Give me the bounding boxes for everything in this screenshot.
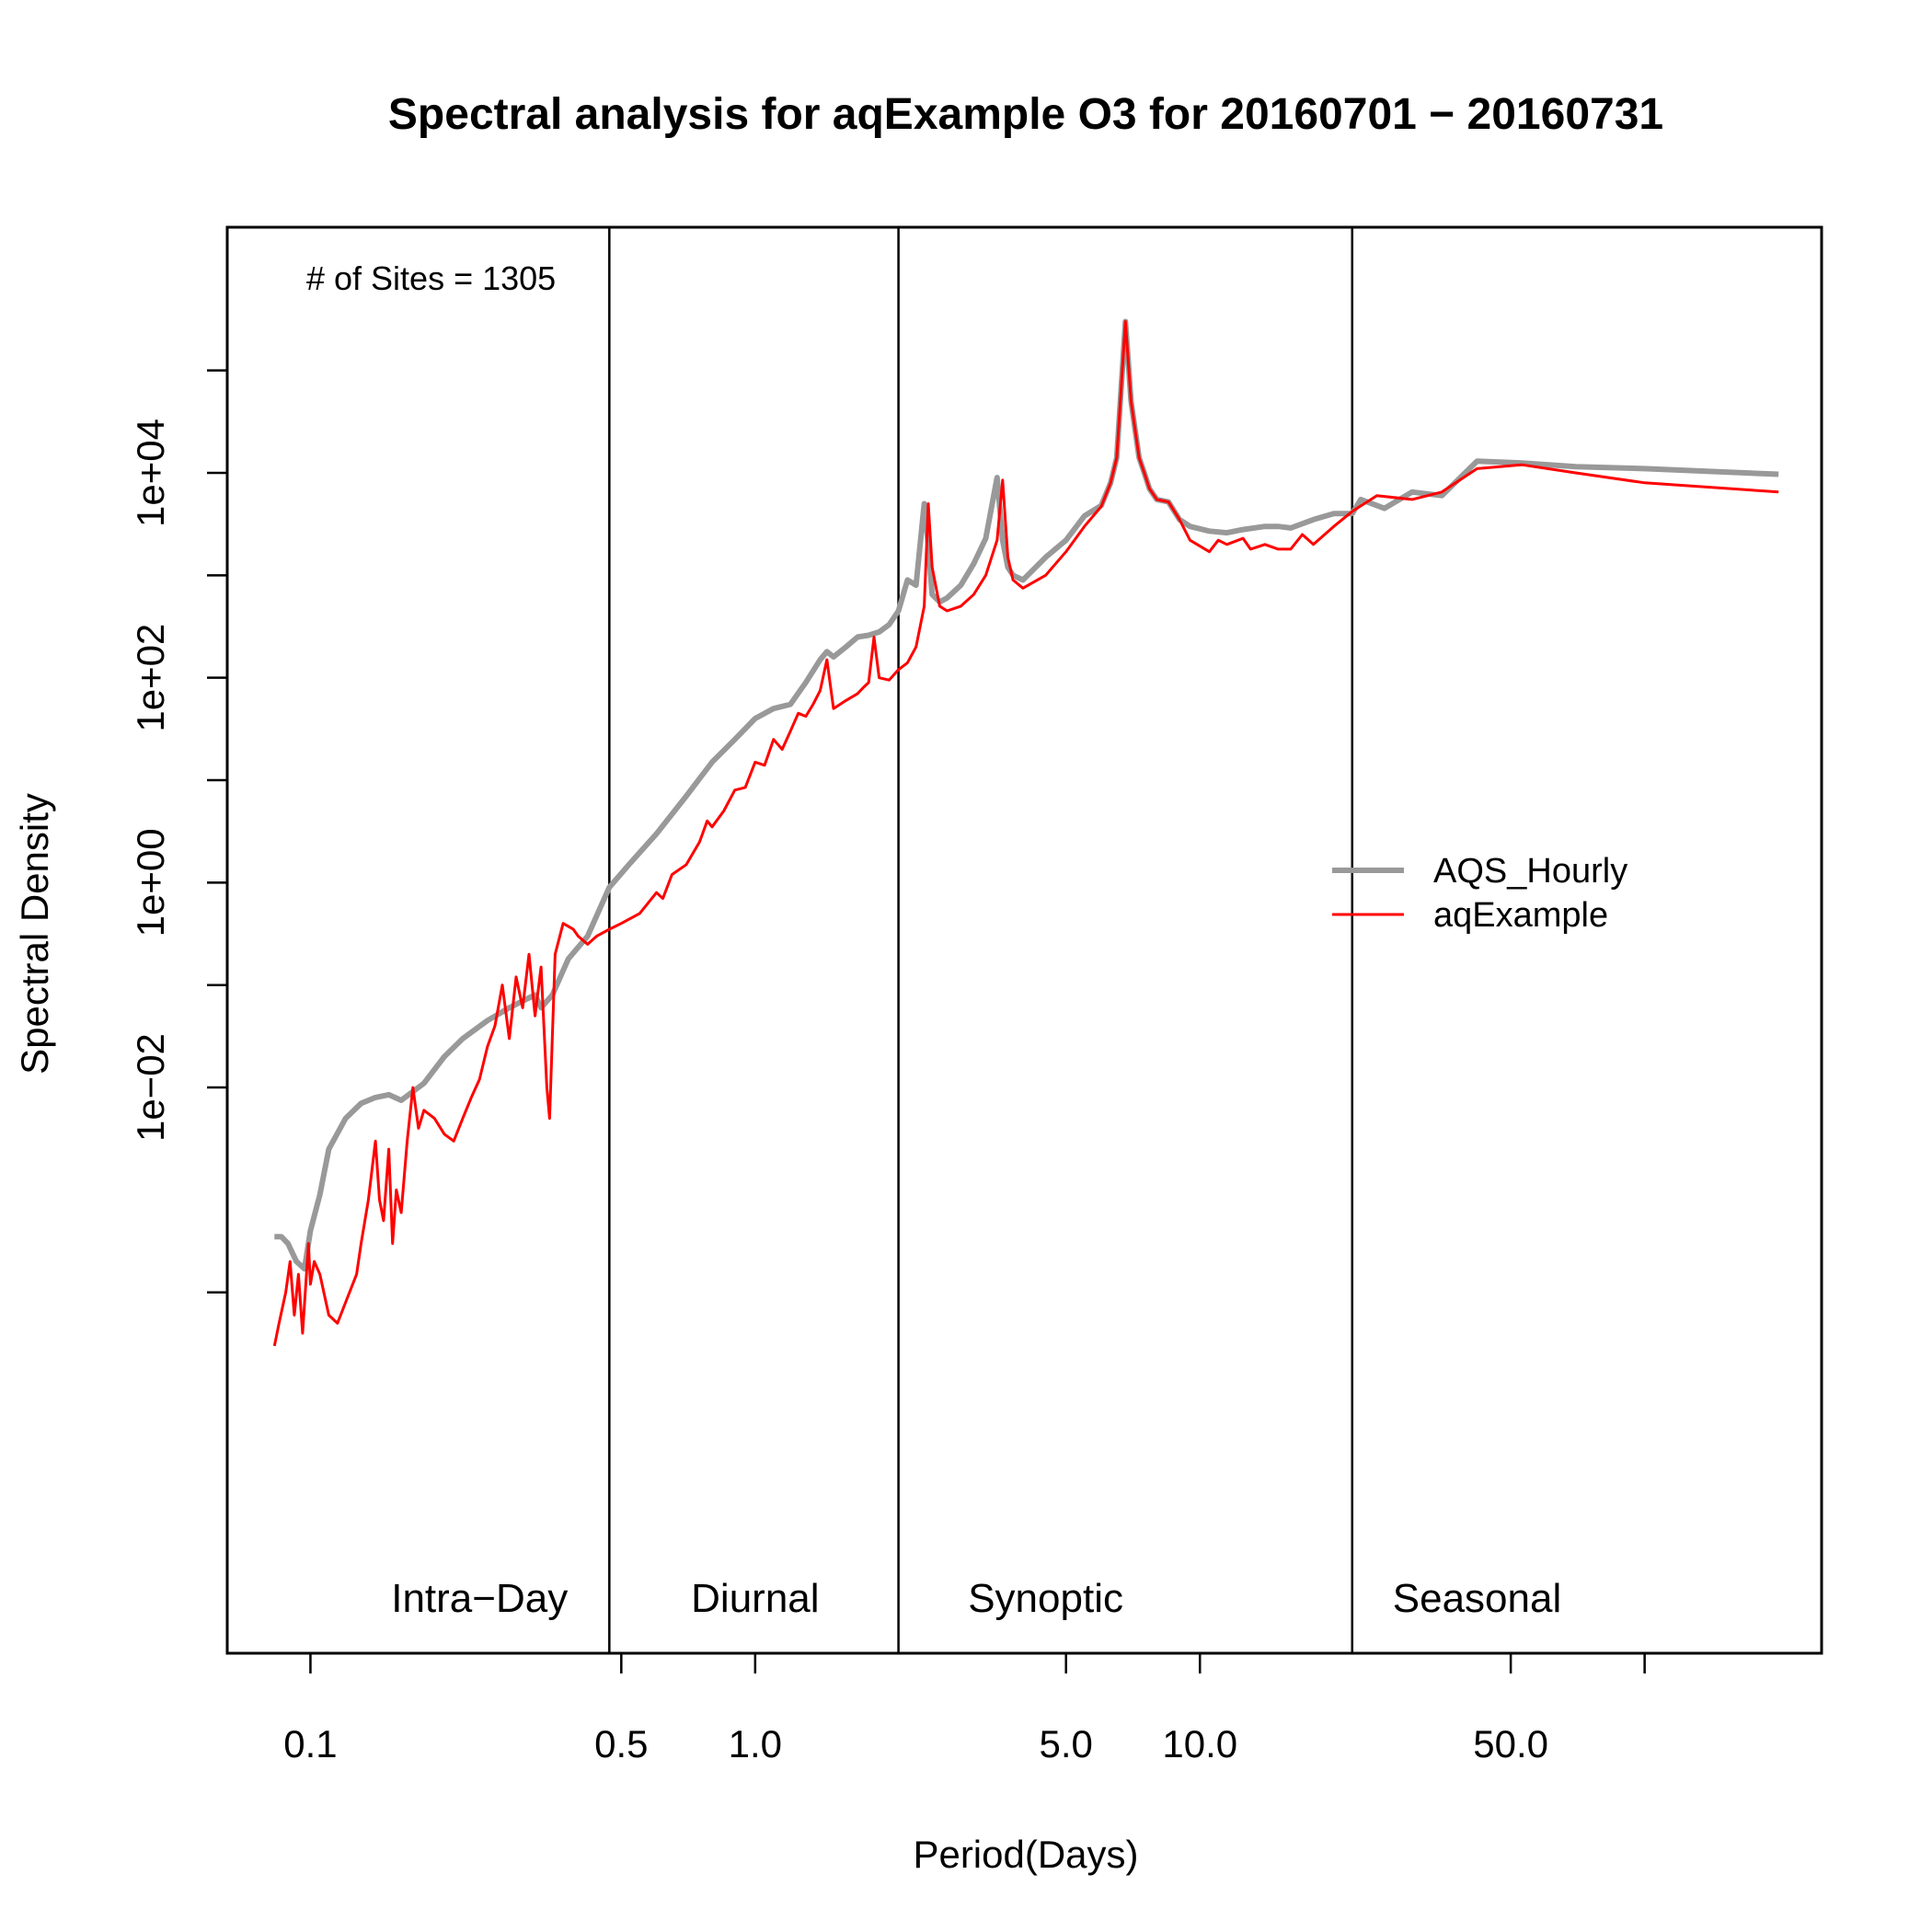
y-tick-label-8: 1e+04 (129, 419, 172, 527)
series-line-aqs-hourly (274, 318, 1779, 1272)
region-label-3: Synoptic (968, 1576, 1123, 1621)
legend-label-aqs-hourly: AQS_Hourly (1433, 852, 1627, 891)
y-tick-label-4: 1e+00 (129, 828, 172, 937)
region-label-1: Intra−Day (391, 1576, 568, 1621)
sites-count-annotation: # of Sites = 1305 (306, 259, 556, 297)
x-tick-label-4: 5.0 (1040, 1722, 1093, 1765)
legend-label-aqexample: aqExample (1433, 896, 1608, 935)
chart-title: Spectral analysis for aqExample O3 for 2… (388, 90, 1663, 139)
legend: AQS_Hourly aqExample (1332, 852, 1627, 935)
x-tick-label-6: 50.0 (1473, 1722, 1548, 1765)
x-tick-label-1: 0.1 (283, 1722, 337, 1765)
region-label-2: Diurnal (691, 1576, 819, 1621)
series-line-aqexample (272, 320, 1779, 1347)
plot-area: Intra−Day Diurnal Synoptic Seasonal 0.1 0.5 1.… (129, 227, 1779, 1765)
x-tick-label-3: 1.0 (729, 1722, 782, 1765)
y-axis-title: Spectral Density (13, 793, 56, 1075)
plot-frame (225, 225, 1823, 1655)
region-label-4: Seasonal (1393, 1576, 1561, 1621)
x-axis-title: Period(Days) (913, 1833, 1138, 1876)
x-tick-label-5: 10.0 (1162, 1722, 1237, 1765)
y-tick-label-6: 1e+02 (129, 624, 172, 732)
y-tick-label-2: 1e−02 (129, 1033, 172, 1142)
x-tick-label-2: 0.5 (594, 1722, 648, 1765)
